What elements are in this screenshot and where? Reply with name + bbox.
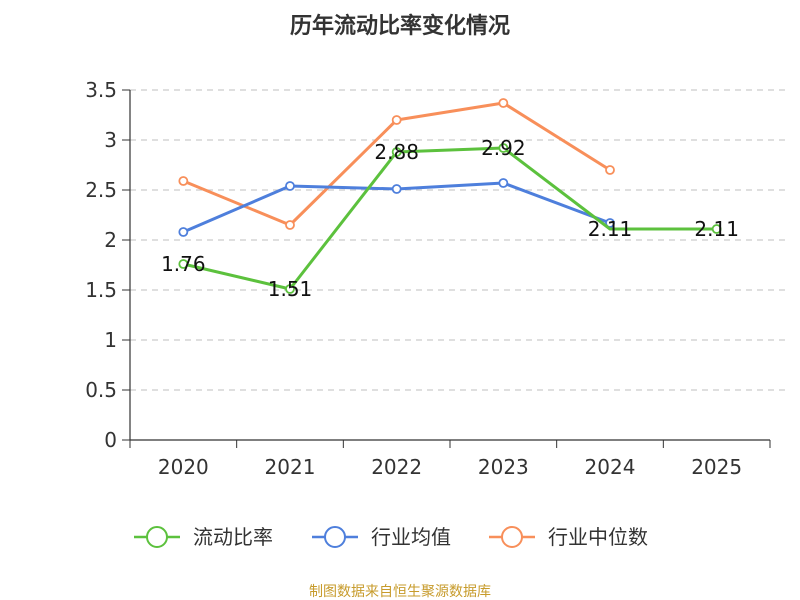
data-point xyxy=(285,220,295,230)
legend-label: 行业中位数 xyxy=(548,525,648,549)
y-tick-label: 0.5 xyxy=(85,378,117,402)
y-tick-label: 2.5 xyxy=(85,178,117,202)
data-label: 1.51 xyxy=(268,277,313,301)
legend-item[interactable]: 流动比率 xyxy=(134,525,273,549)
legend: 流动比率 行业均值 行业中位数 xyxy=(134,525,648,549)
grid-lines xyxy=(130,89,790,391)
data-label: 2.11 xyxy=(588,217,633,241)
data-point xyxy=(285,181,295,191)
data-point xyxy=(498,178,509,188)
series-line xyxy=(182,146,717,291)
y-tick-label: 3.5 xyxy=(85,78,117,102)
data-labels: 1.76 1.51 2.88 2.92 2.11 2.11 xyxy=(161,136,739,301)
series-layer xyxy=(178,98,722,294)
legend-swatch-marker xyxy=(146,526,168,548)
legend-item[interactable]: 行业均值 xyxy=(312,525,451,549)
data-point xyxy=(498,143,509,153)
series-2 xyxy=(178,178,615,237)
legend-swatch-marker xyxy=(501,526,523,548)
data-label: 2.92 xyxy=(481,136,526,160)
series-3 xyxy=(178,98,615,230)
legend-label: 流动比率 xyxy=(193,525,273,549)
data-point xyxy=(391,147,402,157)
y-tick-label: 2 xyxy=(104,228,117,252)
x-tick-label: 2021 xyxy=(265,455,316,479)
chart-title: 历年流动比率变化情况 xyxy=(290,13,510,39)
data-point xyxy=(178,176,189,186)
data-point xyxy=(711,224,722,234)
legend-item[interactable]: 行业中位数 xyxy=(489,525,648,549)
x-tick-label: 2024 xyxy=(585,455,636,479)
x-tick-label: 2020 xyxy=(158,455,209,479)
legend-label: 行业均值 xyxy=(371,525,451,549)
y-tick-label: 0 xyxy=(104,428,117,452)
data-point xyxy=(605,165,615,175)
source-note: 制图数据来自恒生聚源数据库 xyxy=(309,584,491,600)
axes: 0 0.5 1 1.5 2 2.5 3 3.5 2020 2021 2022 2023 2024 2025 xyxy=(85,78,771,479)
y-tick-label: 3 xyxy=(104,128,117,152)
data-point xyxy=(605,218,615,228)
data-label: 1.76 xyxy=(161,252,206,276)
legend-swatch-marker xyxy=(324,526,346,548)
data-point xyxy=(391,115,402,125)
series-1 xyxy=(178,143,722,294)
x-tick-label: 2025 xyxy=(691,455,742,479)
data-point xyxy=(178,227,189,237)
data-label: 2.11 xyxy=(694,217,739,241)
y-tick-label: 1 xyxy=(104,328,117,352)
data-point xyxy=(391,184,402,194)
data-point xyxy=(178,259,189,269)
data-point xyxy=(498,98,509,108)
y-tick-label: 1.5 xyxy=(85,278,117,302)
x-tick-label: 2022 xyxy=(371,455,422,479)
data-label: 2.88 xyxy=(374,140,419,164)
data-point xyxy=(285,284,295,294)
x-tick-label: 2023 xyxy=(478,455,529,479)
